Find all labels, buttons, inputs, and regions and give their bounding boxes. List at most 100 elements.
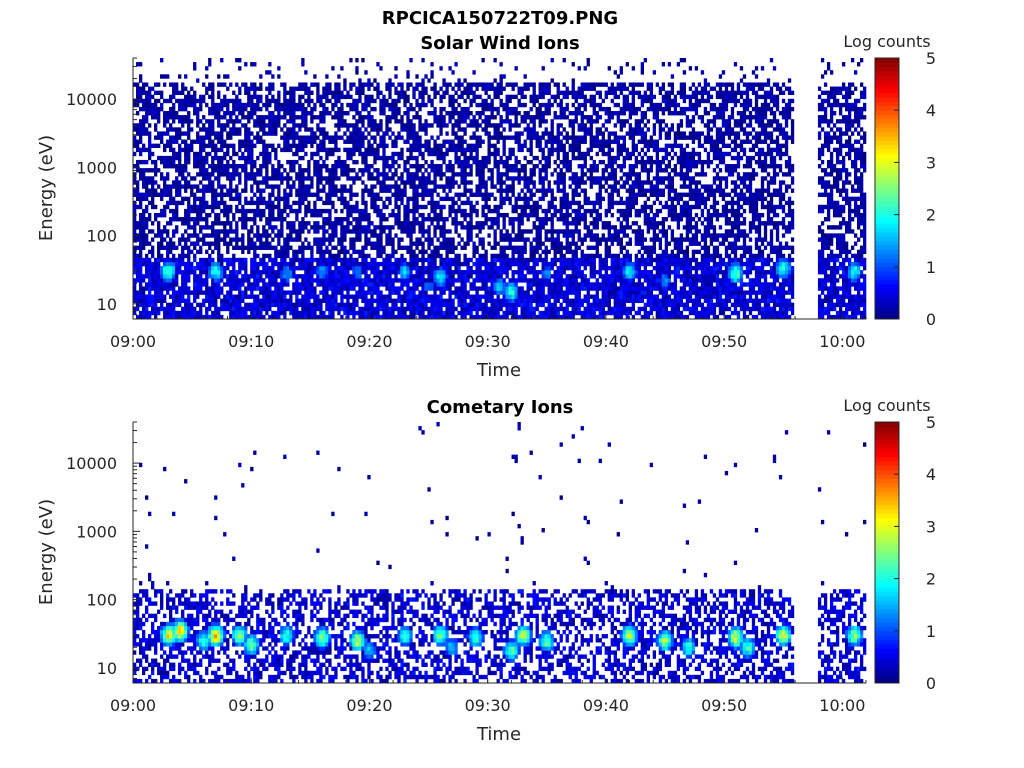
heatmap-cell [148,314,152,320]
heatmap-cell [283,261,287,267]
heatmap-cell [409,278,413,283]
heatmap-cell [454,270,458,275]
heatmap-cell [448,245,452,250]
heatmap-cell [331,90,335,96]
heatmap-cell [325,257,329,263]
heatmap-cell [166,302,170,308]
heatmap-cell [343,245,347,250]
heatmap-cell [280,310,284,316]
heatmap-cell [235,204,239,210]
heatmap-cell [466,237,470,242]
heatmap-cell [334,261,338,267]
heatmap-cell [154,310,158,316]
heatmap-cell [169,282,173,287]
heatmap-cell [241,115,245,120]
heatmap-cell [166,278,170,283]
heatmap-cell [196,217,200,222]
heatmap-cell [421,196,425,202]
heatmap-cell [196,119,200,124]
heatmap-cell [394,111,398,116]
heatmap-cell [139,294,143,299]
heatmap-cell [301,282,305,287]
heatmap-cell [241,208,245,214]
heatmap-cell [325,314,329,320]
heatmap-cell [322,278,326,283]
heatmap-cell [202,127,206,132]
heatmap-cell [424,168,428,173]
heatmap-cell [442,270,446,275]
heatmap-cell [133,102,137,108]
heatmap-cell [433,302,437,308]
heatmap-cell [382,204,386,210]
heatmap-cell [418,184,422,189]
heatmap-cell [430,257,434,263]
heatmap-cell [475,143,479,149]
heatmap-cell [268,111,272,116]
heatmap-cell [463,106,467,112]
heatmap-cell [187,212,191,218]
heatmap-cell [298,245,302,250]
heatmap-cell [334,270,338,275]
heatmap-cell [427,298,431,303]
heatmap-cell [265,123,269,128]
heatmap-cell [385,184,389,189]
heatmap-cell [178,143,182,149]
heatmap-cell [373,123,377,128]
heatmap-cell [454,131,458,136]
heatmap-cell [169,106,173,112]
heatmap-cell [394,102,398,108]
heatmap-cell [229,257,233,263]
heatmap-cell [142,314,146,320]
heatmap-cell [169,127,173,132]
heatmap-cell [211,270,215,275]
heatmap-cell [139,274,143,279]
heatmap-cell [421,274,425,279]
heatmap-cell [214,286,218,291]
heatmap-cell [184,151,188,157]
heatmap-cell [187,180,191,185]
heatmap-cell [193,164,197,169]
heatmap-cell [172,102,176,108]
heatmap-cell [313,151,317,157]
heatmap-cell [457,86,461,91]
heatmap-cell [211,265,215,271]
heatmap-cell [238,180,242,185]
heatmap-cell [259,286,263,291]
heatmap-cell [430,196,434,202]
heatmap-cell [136,298,140,303]
heatmap-cell [409,208,413,214]
heatmap-cell [187,143,191,149]
heatmap-cell [298,208,302,214]
heatmap-cell [370,196,374,202]
heatmap-cell [430,217,434,222]
heatmap-cell [166,184,170,189]
heatmap-cell [157,90,161,96]
heatmap-cell [334,302,338,308]
heatmap-cell [361,282,365,287]
heatmap-cell [460,208,464,214]
heatmap-cell [394,233,398,238]
heatmap-cell [187,306,191,312]
heatmap-cell [334,184,338,189]
heatmap-cell [325,164,329,169]
heatmap-cell [337,278,341,283]
heatmap-cell [418,151,422,157]
heatmap-cell [277,102,281,108]
heatmap-cell [139,135,143,140]
heatmap-cell [442,237,446,242]
heatmap-cell [379,253,383,259]
heatmap-cell [187,147,191,153]
heatmap-cell [472,225,476,230]
heatmap-cell [160,237,164,242]
heatmap-cell [313,294,317,299]
heatmap-cell [316,90,320,96]
heatmap-cell [490,168,494,173]
heatmap-cell [445,298,449,303]
heatmap-cell [367,98,371,104]
heatmap-cell [217,217,221,222]
heatmap-cell [328,208,332,214]
heatmap-cell [421,102,425,108]
heatmap-cell [481,253,485,259]
heatmap-cell [343,204,347,210]
heatmap-cell [394,261,398,267]
